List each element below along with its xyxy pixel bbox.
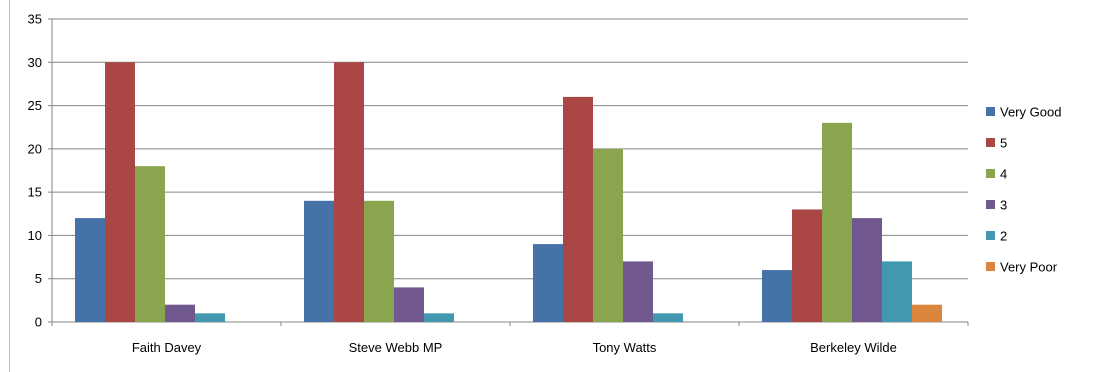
legend-swatch	[986, 262, 995, 271]
bars	[75, 62, 942, 323]
legend-item-label: 4	[1000, 167, 1007, 182]
y-tick-label: 25	[28, 98, 42, 113]
bar	[424, 313, 454, 322]
bar	[762, 270, 792, 322]
bar	[105, 62, 135, 323]
chart-frame	[9, 0, 1098, 372]
x-category-label: Steve Webb MP	[349, 340, 443, 355]
bar	[653, 313, 683, 322]
legend: Very Good 5 4 3 2 Very Poor	[986, 105, 1061, 275]
bar	[75, 218, 105, 322]
bar	[165, 304, 195, 322]
bar	[364, 200, 394, 322]
y-tick-label: 20	[28, 141, 42, 156]
bar	[135, 166, 165, 322]
bar	[882, 261, 912, 322]
legend-swatch	[986, 138, 995, 147]
bar	[593, 148, 623, 322]
legend-item-label: 3	[1000, 198, 1007, 213]
legend-item-label: 2	[1000, 229, 1007, 244]
bar	[533, 244, 563, 322]
bar	[792, 209, 822, 322]
legend-swatch	[986, 169, 995, 178]
bar	[852, 218, 882, 322]
y-tick-label: 30	[28, 55, 42, 70]
bar	[195, 313, 225, 322]
legend-swatch	[986, 231, 995, 240]
y-tick-label: 5	[35, 271, 42, 286]
x-category-label: Faith Davey	[132, 340, 202, 355]
legend-item-label: 5	[1000, 136, 1007, 151]
legend-item-label: Very Good	[1000, 105, 1061, 120]
bar	[623, 261, 653, 322]
x-category-label: Tony Watts	[593, 340, 657, 355]
bar	[822, 122, 852, 322]
bar	[304, 200, 334, 322]
axis-labels: 0 5 10 15 20 25 30 35 Faith Davey Steve Webb MP To…	[28, 12, 897, 356]
legend-item-label: Very Poor	[1000, 260, 1058, 275]
bar	[394, 287, 424, 322]
y-tick-label: 0	[35, 315, 42, 330]
x-category-label: Berkeley Wilde	[810, 340, 897, 355]
bar	[912, 304, 942, 322]
bar	[563, 96, 593, 323]
y-tick-label: 35	[28, 12, 42, 27]
legend-swatch	[986, 107, 995, 116]
legend-swatch	[986, 200, 995, 209]
y-tick-label: 15	[28, 185, 42, 200]
y-tick-label: 10	[28, 228, 42, 243]
bar	[334, 62, 364, 323]
